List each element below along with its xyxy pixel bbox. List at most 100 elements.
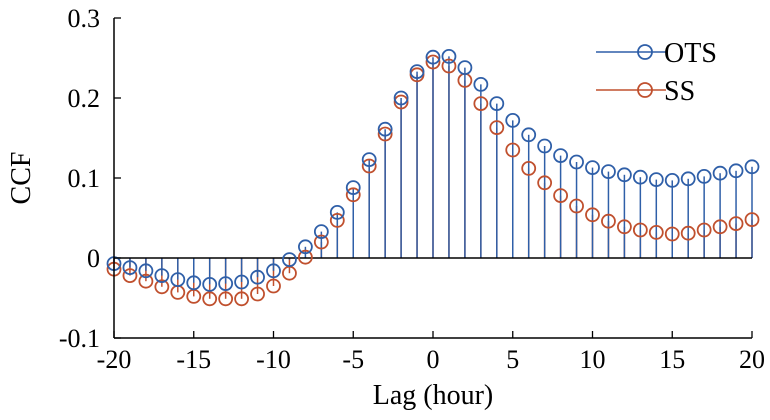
marker-ss <box>617 219 632 235</box>
marker-ss <box>377 126 393 142</box>
marker-ots <box>712 165 728 181</box>
marker-ss <box>473 96 489 111</box>
stem-lines <box>113 56 753 299</box>
marker-ots <box>473 77 489 92</box>
marker-ss <box>537 175 553 191</box>
marker-ss <box>329 212 345 228</box>
marker-ots <box>313 224 329 240</box>
marker-ots <box>648 172 664 188</box>
marker-ss <box>266 278 281 294</box>
legend: OTS SS <box>596 38 717 107</box>
marker-ots <box>505 113 521 128</box>
legend-marker-ss <box>637 82 653 98</box>
marker-ots <box>329 204 345 220</box>
marker-ots <box>617 167 632 183</box>
marker-ots <box>696 168 712 184</box>
marker-ots <box>138 263 154 279</box>
marker-ots <box>680 171 696 187</box>
x-tick-label: -20 <box>97 345 132 374</box>
marker-ss <box>712 219 728 235</box>
legend-label-ots: OTS <box>664 38 717 69</box>
marker-ss <box>218 291 234 307</box>
marker-ots <box>569 154 584 170</box>
marker-ss <box>569 198 584 214</box>
marker-ss <box>441 58 457 74</box>
legend-entry-ss: SS <box>596 76 695 107</box>
marker-ss <box>585 207 600 223</box>
x-tick-label: 20 <box>739 345 765 374</box>
marker-ots <box>425 49 441 65</box>
marker-ss <box>122 268 138 284</box>
marker-ots <box>345 180 361 196</box>
marker-ots <box>521 127 537 143</box>
marker-ss <box>345 187 361 203</box>
marker-ots <box>585 160 600 176</box>
marker-ss <box>154 279 170 295</box>
y-tick-label: 0.1 <box>68 164 101 193</box>
marker-ots <box>218 276 234 292</box>
legend-label-ss: SS <box>664 76 695 107</box>
marker-ss <box>234 291 250 307</box>
marker-ss <box>648 224 664 240</box>
marker-ots <box>154 268 170 284</box>
x-tick-label: 0 <box>427 345 440 374</box>
marker-ss <box>425 54 441 70</box>
y-tick-label: 0.2 <box>68 84 101 113</box>
marker-ss <box>297 249 313 265</box>
marker-ots <box>441 49 457 64</box>
marker-ss <box>521 160 537 176</box>
marker-ss <box>313 234 329 250</box>
marker-ss <box>696 222 712 238</box>
marker-ots <box>377 121 393 137</box>
marker-ss <box>361 158 377 174</box>
marker-ss <box>505 142 521 158</box>
marker-ots <box>601 164 616 180</box>
marker-ots <box>297 239 313 255</box>
marker-ss <box>138 273 154 289</box>
stem-markers <box>106 49 760 307</box>
x-tick-label: 15 <box>659 345 685 374</box>
marker-ots <box>266 263 281 279</box>
y-tick-label: 0 <box>87 244 100 273</box>
x-tick-label: -5 <box>342 345 364 374</box>
legend-marker-ots <box>637 44 653 60</box>
marker-ots <box>186 275 202 291</box>
marker-ots <box>537 138 553 154</box>
marker-ots <box>234 274 250 290</box>
marker-ss <box>250 286 265 302</box>
y-axis-label: CCF <box>6 152 37 205</box>
marker-ss <box>202 291 218 307</box>
y-axis-ticks: -0.1 0 0.1 0.2 0.3 <box>59 4 121 353</box>
marker-ots <box>664 172 680 188</box>
marker-ots <box>553 148 568 164</box>
marker-ots <box>282 252 297 268</box>
marker-ss <box>632 222 648 238</box>
marker-ss <box>744 212 760 228</box>
marker-ots <box>393 90 409 106</box>
marker-ots <box>632 169 648 185</box>
marker-ss <box>728 216 744 232</box>
marker-ss <box>393 94 409 110</box>
marker-ots <box>361 152 377 168</box>
marker-ss <box>680 225 696 241</box>
marker-ots <box>250 269 265 285</box>
marker-ots <box>744 159 760 175</box>
marker-ots <box>122 260 138 276</box>
x-tick-label: 10 <box>580 345 606 374</box>
marker-ss <box>489 120 505 135</box>
marker-ss <box>601 213 616 229</box>
x-axis-ticks: -20 -15 -10 -5 0 5 10 15 20 <box>97 331 765 374</box>
x-axis-label: Lag (hour) <box>373 380 494 411</box>
legend-entry-ots: OTS <box>596 38 717 69</box>
marker-ots <box>489 96 505 111</box>
x-tick-label: 5 <box>506 345 519 374</box>
y-tick-label: -0.1 <box>59 324 100 353</box>
marker-ots <box>457 60 473 75</box>
marker-ss <box>553 188 568 204</box>
marker-ss <box>664 226 680 242</box>
x-tick-label: -15 <box>176 345 211 374</box>
marker-ots <box>202 276 218 292</box>
marker-ots <box>728 163 744 179</box>
marker-ots <box>170 272 186 288</box>
x-tick-label: -10 <box>256 345 291 374</box>
